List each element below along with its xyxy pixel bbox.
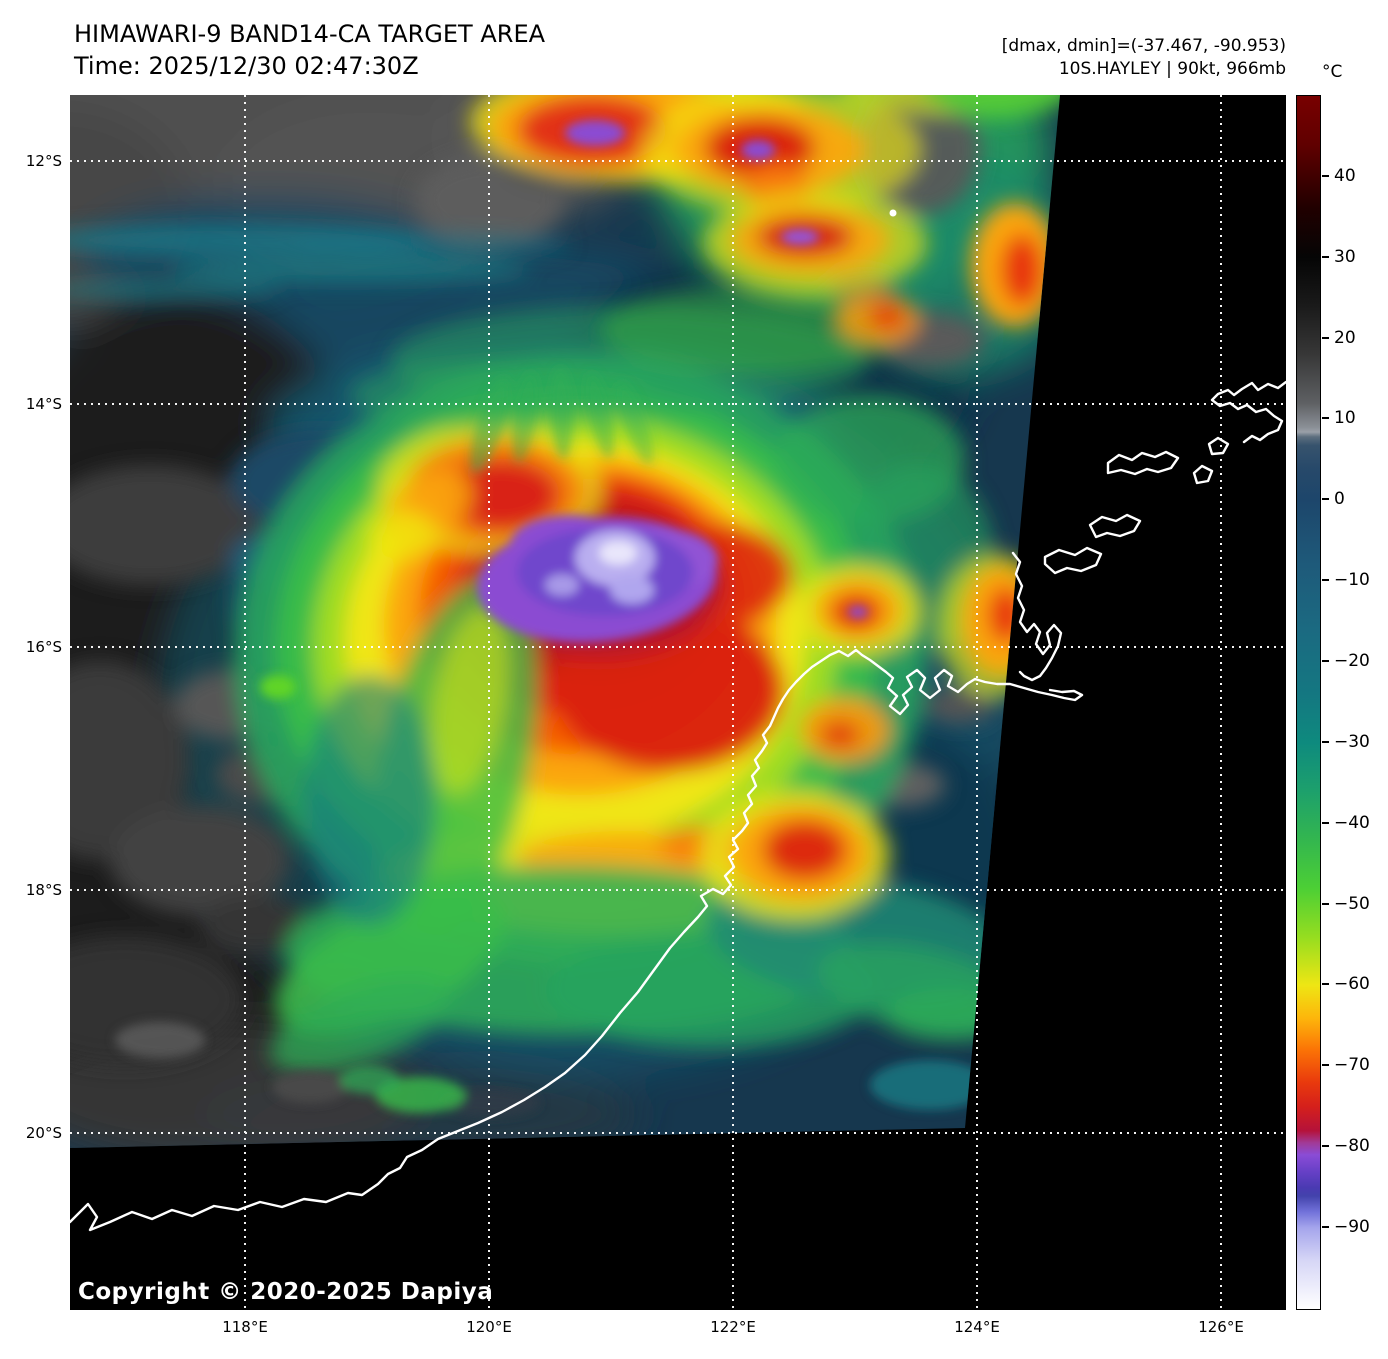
- colorbar-tick: [1322, 903, 1329, 905]
- colorbar-tick: [1322, 822, 1329, 824]
- colorbar-tick-label: 40: [1334, 166, 1356, 186]
- colorbar-tick-label: 10: [1334, 408, 1356, 428]
- colorbar-tick-label: −40: [1334, 813, 1370, 833]
- data-swath: [70, 95, 1060, 1148]
- satellite-image: [68, 95, 1288, 1310]
- colorbar-tick-label: −80: [1334, 1136, 1370, 1156]
- page-title: HIMAWARI-9 BAND14-CA TARGET AREA: [74, 20, 546, 48]
- colorbar-tick-label: 0: [1334, 489, 1345, 509]
- colorbar-tick: [1322, 741, 1329, 743]
- copyright-label: Copyright © 2020-2025 Dapiya: [78, 1279, 494, 1305]
- colorbar-tick-label: −30: [1334, 732, 1370, 752]
- colorbar-tick: [1322, 983, 1329, 985]
- colorbar-tick-label: −60: [1334, 974, 1370, 994]
- lon-tick-label: 122°E: [710, 1318, 756, 1336]
- colorbar-tick: [1322, 660, 1329, 662]
- colorbar-tick: [1322, 1064, 1329, 1066]
- colorbar-tick-label: 30: [1334, 247, 1356, 267]
- lat-tick-label: 20°S: [25, 1124, 62, 1142]
- colorbar-tick: [1322, 579, 1329, 581]
- colorbar: [1296, 95, 1321, 1310]
- lat-tick-label: 16°S: [25, 638, 62, 656]
- map-plot-area: [68, 95, 1288, 1310]
- colorbar-tick: [1322, 1226, 1329, 1228]
- colorbar-tick: [1322, 337, 1329, 339]
- storm-info-label: 10S.HAYLEY | 90kt, 966mb: [1058, 59, 1286, 79]
- colorbar-tick-label: −50: [1334, 894, 1370, 914]
- lon-tick-label: 118°E: [222, 1318, 268, 1336]
- lon-tick-label: 124°E: [954, 1318, 1000, 1336]
- coastline: [68, 380, 1288, 1232]
- colorbar-tick-label: −20: [1334, 651, 1370, 671]
- colorbar-tick: [1322, 256, 1329, 258]
- colorbar-tick: [1322, 498, 1329, 500]
- lat-tick-label: 14°S: [25, 395, 62, 413]
- lon-tick-label: 120°E: [466, 1318, 512, 1336]
- dmax-dmin-label: [dmax, dmin]=(-37.467, -90.953): [1001, 36, 1286, 56]
- colorbar-tick-label: 20: [1334, 328, 1356, 348]
- colorbar-tick: [1322, 1145, 1329, 1147]
- cold-core-layer: [115, 120, 990, 1117]
- lat-tick-label: 12°S: [25, 152, 62, 170]
- colorbar-tick: [1322, 175, 1329, 177]
- timestamp-label: Time: 2025/12/30 02:47:30Z: [74, 52, 419, 80]
- colorbar-tick-label: −70: [1334, 1055, 1370, 1075]
- lat-tick-label: 18°S: [25, 881, 62, 899]
- colorbar-tick-label: −90: [1334, 1217, 1370, 1237]
- colorbar-unit-label: °C: [1322, 62, 1343, 82]
- colorbar-tick: [1322, 417, 1329, 419]
- colorbar-tick-label: −10: [1334, 570, 1370, 590]
- bright-pixel-dot: [889, 209, 897, 217]
- lon-tick-label: 126°E: [1198, 1318, 1244, 1336]
